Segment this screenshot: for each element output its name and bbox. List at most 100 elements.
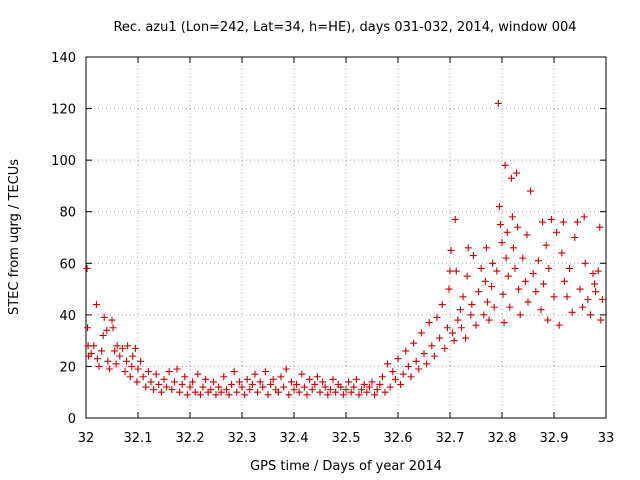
data-point <box>489 259 497 267</box>
data-point <box>504 272 512 280</box>
data-point <box>332 388 340 396</box>
x-tick-label: 32.3 <box>228 431 257 446</box>
data-point <box>131 344 139 352</box>
data-point <box>337 383 345 391</box>
data-point <box>324 391 332 399</box>
data-point <box>313 373 321 381</box>
data-point <box>496 221 504 229</box>
data-point <box>207 386 215 394</box>
data-point <box>550 293 558 301</box>
data-point <box>481 277 489 285</box>
data-point <box>134 365 142 373</box>
data-point <box>519 254 527 262</box>
data-point <box>261 368 269 376</box>
data-point <box>121 368 129 376</box>
data-point <box>339 391 347 399</box>
data-point <box>514 223 522 231</box>
y-tick-label: 140 <box>51 51 76 66</box>
data-point <box>84 324 92 332</box>
data-point <box>488 282 496 290</box>
data-point <box>163 383 171 391</box>
data-point <box>155 380 163 388</box>
data-point <box>280 383 288 391</box>
data-point <box>371 391 379 399</box>
data-point <box>501 161 509 169</box>
data-point <box>173 365 181 373</box>
data-point <box>228 380 236 388</box>
data-point <box>598 295 606 303</box>
data-point <box>469 252 477 260</box>
data-point <box>194 370 202 378</box>
data-point <box>523 231 531 239</box>
data-point <box>376 380 384 388</box>
y-axis-label: STEC from uqrg / TECUs <box>7 159 22 315</box>
data-point <box>513 169 521 177</box>
data-point <box>209 378 217 386</box>
data-point <box>529 270 537 278</box>
data-point <box>537 306 545 314</box>
data-point <box>113 342 121 350</box>
data-point <box>560 277 568 285</box>
data-point <box>118 344 126 352</box>
data-point <box>347 388 355 396</box>
data-point <box>584 295 592 303</box>
data-point <box>391 375 399 383</box>
data-point <box>246 386 254 394</box>
data-point <box>483 298 491 306</box>
x-tick-label: 32.4 <box>280 431 309 446</box>
data-point <box>527 187 535 195</box>
data-point <box>259 383 267 391</box>
data-point <box>430 352 438 360</box>
data-point <box>350 383 358 391</box>
data-point <box>472 321 480 329</box>
data-point <box>399 370 407 378</box>
data-point <box>499 290 507 298</box>
y-tick-label: 120 <box>51 103 76 118</box>
data-point <box>542 241 550 249</box>
data-point <box>450 337 458 345</box>
data-point <box>420 350 428 358</box>
data-point <box>186 383 194 391</box>
data-point <box>277 373 285 381</box>
data-point <box>124 342 132 350</box>
data-point <box>397 380 405 388</box>
x-tick-labels: 32 32.1 32.2 32.3 32.4 32.5 32.6 32.7 32.8 32.9 33 <box>78 431 615 446</box>
data-point <box>363 388 371 396</box>
data-point <box>321 383 329 391</box>
data-point <box>181 373 189 381</box>
data-point <box>445 285 453 293</box>
data-point <box>468 301 476 309</box>
data-point <box>306 375 314 383</box>
data-point <box>490 303 498 311</box>
data-point <box>423 360 431 368</box>
data-point <box>100 313 108 321</box>
data-point <box>287 378 295 386</box>
data-point <box>508 213 516 221</box>
data-point <box>133 378 141 386</box>
data-point <box>215 383 223 391</box>
data-point <box>412 357 420 365</box>
data-point <box>90 342 98 350</box>
data-point <box>576 285 584 293</box>
grid-lines <box>86 57 606 418</box>
data-point <box>516 311 524 319</box>
data-point <box>500 319 508 327</box>
data-point <box>238 383 246 391</box>
data-point <box>477 264 485 272</box>
data-point <box>381 388 389 396</box>
data-point <box>235 378 243 386</box>
data-point <box>515 285 523 293</box>
data-point <box>365 383 373 391</box>
data-point <box>248 380 256 388</box>
data-point <box>428 342 436 350</box>
data-point <box>573 218 581 226</box>
chart-title: Rec. azu1 (Lon=242, Lat=34, h=HE), days … <box>113 20 576 35</box>
data-point <box>274 388 282 396</box>
data-point <box>137 357 145 365</box>
data-point <box>592 288 600 296</box>
data-point <box>165 368 173 376</box>
data-point <box>459 293 467 301</box>
data-point <box>326 386 334 394</box>
data-point <box>449 329 457 337</box>
data-point <box>191 388 199 396</box>
